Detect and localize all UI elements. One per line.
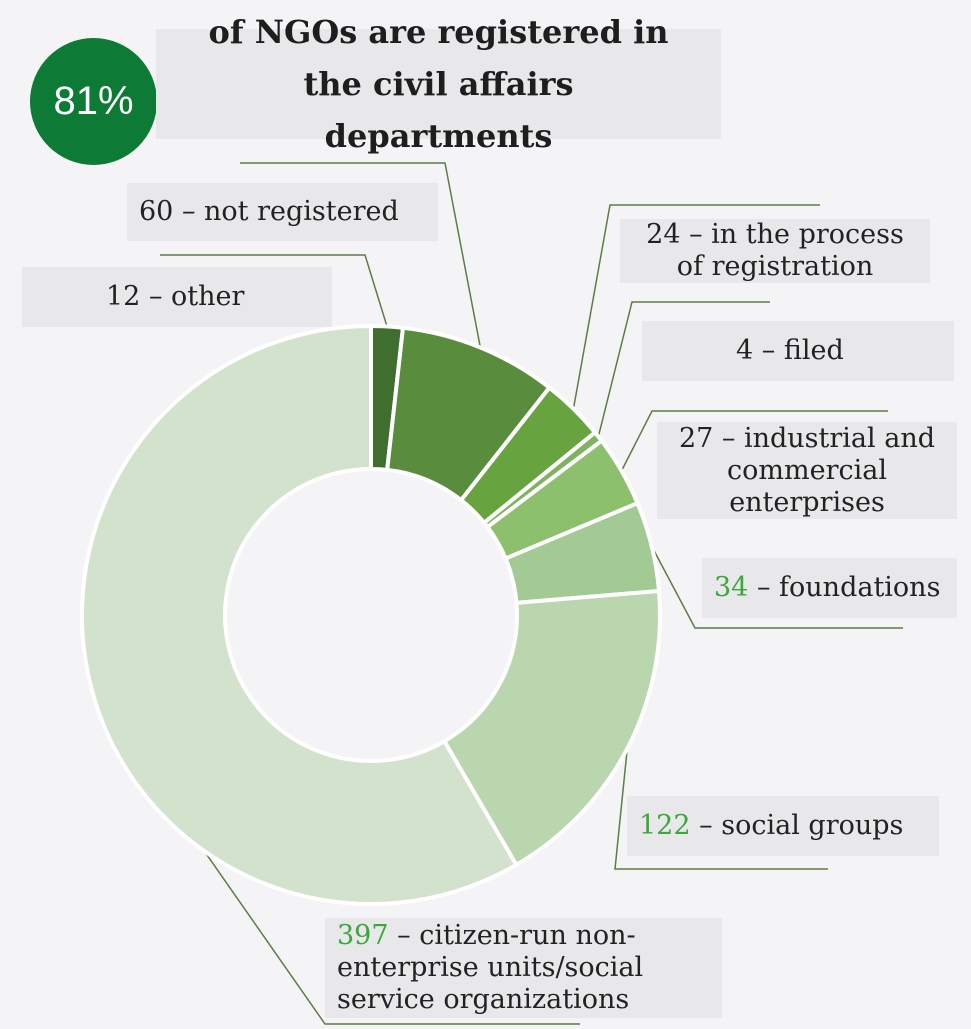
label-number: 122	[639, 810, 691, 841]
label-foundations: 34 – foundations	[702, 558, 957, 618]
label-in-process: 24 – in the process of registration	[620, 219, 930, 283]
label-industrial: 27 – industrial and commercial enterpris…	[657, 422, 957, 519]
label-number: 24	[646, 219, 681, 250]
percent-value: 81%	[53, 79, 134, 123]
label-not-registered: 60 – not registered	[127, 183, 438, 241]
leader-line-6	[614, 748, 828, 870]
label-number: 4	[736, 335, 754, 366]
label-other: 12 – other	[22, 267, 332, 327]
label-text: – citizen-run non-enterprise units/socia…	[337, 920, 644, 1015]
label-text: – not registered	[181, 196, 399, 227]
headline-text: of NGOs are registered in the civil affa…	[208, 13, 669, 155]
leader-lines	[91, 162, 903, 1025]
donut-slice-6	[441, 588, 662, 868]
leader-line-3	[597, 301, 770, 437]
headline-box: of NGOs are registered in the civil affa…	[156, 13, 721, 155]
label-number: 27	[678, 422, 714, 454]
label-text: – social groups	[699, 810, 904, 841]
label-number: 34	[714, 572, 749, 603]
donut-slices	[80, 323, 662, 906]
label-text: – foundations	[756, 572, 941, 603]
label-number: 60	[139, 196, 174, 227]
label-social-groups: 122 – social groups	[627, 796, 939, 856]
label-number: 397	[337, 920, 389, 951]
donut-slice-7	[80, 323, 520, 906]
label-filed: 4 – filed	[642, 321, 954, 381]
percent-badge: 81%	[30, 38, 157, 165]
label-text: – filed	[761, 335, 844, 366]
leader-line-2	[572, 204, 820, 409]
leader-line-1	[240, 162, 482, 348]
label-citizen-run: 397 – citizen-run non-enterprise units/s…	[325, 918, 722, 1018]
label-text: – other	[148, 281, 245, 312]
leader-line-0	[160, 254, 388, 327]
leader-line-5	[651, 545, 903, 629]
label-number: 12	[106, 281, 141, 312]
label-text: – industrial and commercial enterprises	[721, 422, 936, 518]
label-text: – in the process of registration	[676, 219, 904, 282]
leader-line-4	[620, 410, 888, 472]
